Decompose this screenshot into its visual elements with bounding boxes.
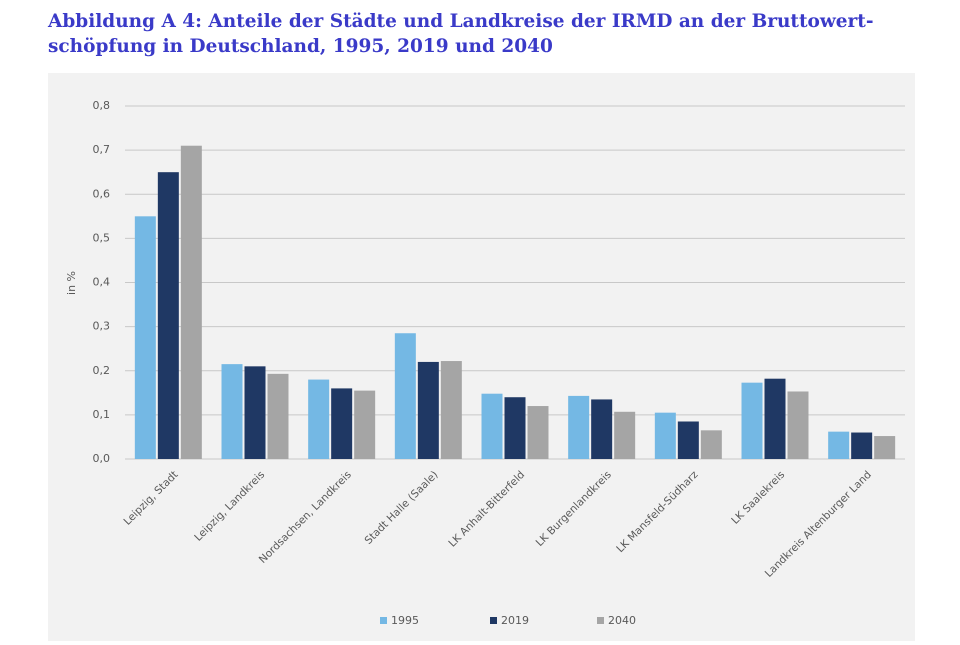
bar — [417, 361, 439, 459]
legend-swatch — [490, 617, 497, 624]
bar — [851, 432, 873, 459]
bar — [394, 333, 416, 459]
bar — [527, 406, 549, 459]
y-tick-label: 0,7 — [93, 143, 111, 156]
y-tick-label: 0,5 — [93, 231, 111, 244]
bar — [267, 373, 289, 459]
bar — [764, 378, 786, 459]
legend-label: 1995 — [391, 614, 419, 627]
bar — [677, 421, 699, 459]
bar — [568, 395, 590, 459]
bar — [504, 397, 526, 459]
bar — [331, 388, 353, 459]
legend-label: 2040 — [608, 614, 636, 627]
bar — [134, 216, 156, 459]
chart-title: Abbildung A 4: Anteile der Städte und La… — [47, 11, 874, 32]
y-tick-label: 0,6 — [93, 187, 111, 200]
bar — [874, 436, 896, 459]
bar — [741, 382, 763, 459]
y-tick-label: 0,2 — [93, 364, 111, 377]
y-tick-label: 0,3 — [93, 320, 111, 333]
bar — [244, 366, 266, 459]
bar — [591, 399, 613, 459]
bar — [157, 172, 179, 459]
bar — [180, 145, 202, 459]
legend-swatch — [597, 617, 604, 624]
bar — [221, 364, 243, 459]
bar — [440, 361, 462, 459]
bar — [354, 390, 376, 459]
bar — [700, 430, 722, 459]
y-tick-label: 0,0 — [93, 452, 111, 465]
bar — [654, 412, 676, 459]
legend-label: 2019 — [501, 614, 529, 627]
bar — [828, 431, 850, 459]
y-tick-label: 0,4 — [93, 276, 111, 289]
bar — [481, 393, 503, 459]
chart-title: schöpfung in Deutschland, 1995, 2019 und… — [48, 36, 553, 57]
y-tick-label: 0,8 — [93, 99, 111, 112]
bar — [308, 379, 330, 459]
bar — [614, 411, 636, 459]
bar — [787, 391, 809, 459]
legend-swatch — [380, 617, 387, 624]
y-axis-label: in % — [65, 271, 78, 295]
y-tick-label: 0,1 — [93, 408, 111, 421]
